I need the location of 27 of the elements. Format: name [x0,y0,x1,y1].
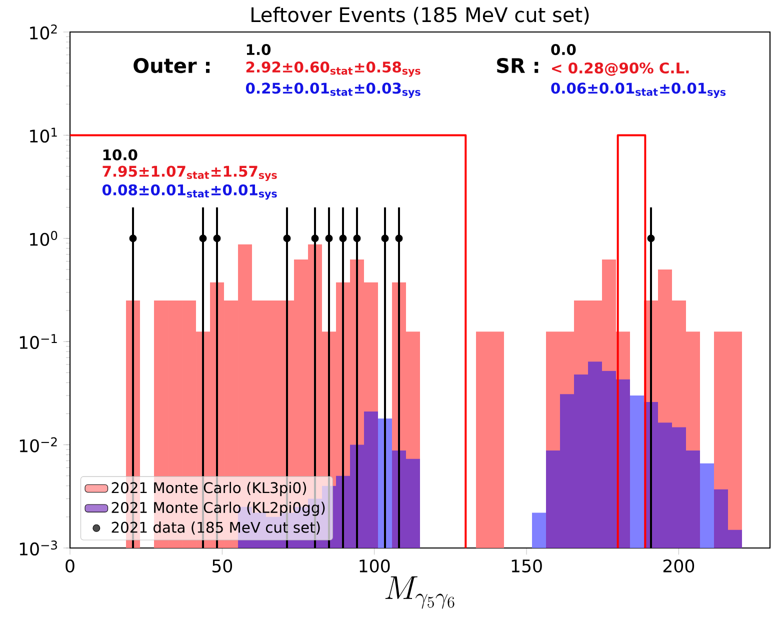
x-tick-label: 0 [66,559,74,572]
annotation: SR : [497,58,538,74]
y-tick-label: 10$^{2}$ [30,24,57,40]
y-tick-label: 10$^{−1}$ [20,334,57,350]
x-tick-label: 50 [212,559,232,572]
annotation: 0.08±0.01$_{stat}$±0.01$_{sys}$ [102,184,277,200]
y-tick-label: 10$^{−2}$ [20,437,57,452]
y-tick-label: 10$^{−3}$ [20,540,57,556]
annotation: Outer : [134,58,210,74]
annotation: 0.06±0.01$_{stat}$±0.01$_{sys}$ [551,82,726,98]
annotation: 7.95±1.07$_{stat}$±1.57$_{sys}$ [102,166,277,182]
x-tick-label: 150 [512,559,542,572]
chart-title: Leftover Events (185 MeV cut set) [252,6,589,25]
annotation: < 0.28@90% C.L. [552,62,689,76]
x-axis-title: $M_{\gamma_5\gamma_6}$ [385,576,454,609]
annotation: 2.92±0.60$_{stat}$±0.58$_{sys}$ [246,62,420,77]
annotation: 0.0 [551,44,576,56]
annotation: 0.25±0.01$_{stat}$±0.03$_{sys}$ [246,82,420,98]
annotation: 10.0 [103,149,138,160]
y-tick-label: 10$^{1}$ [30,128,57,143]
annotation: 1.0 [246,44,271,56]
legend-label: 2021 data (185 MeV cut set) [112,522,320,535]
legend-label: 2021 Monte Carlo (KL2pi0gg) [112,502,325,516]
legend-label: 2021 Monte Carlo (KL3pi0) [112,482,306,496]
x-tick-label: 100 [360,559,390,572]
x-tick-label: 200 [663,559,694,572]
y-tick-label: 10$^{0}$ [30,230,58,246]
